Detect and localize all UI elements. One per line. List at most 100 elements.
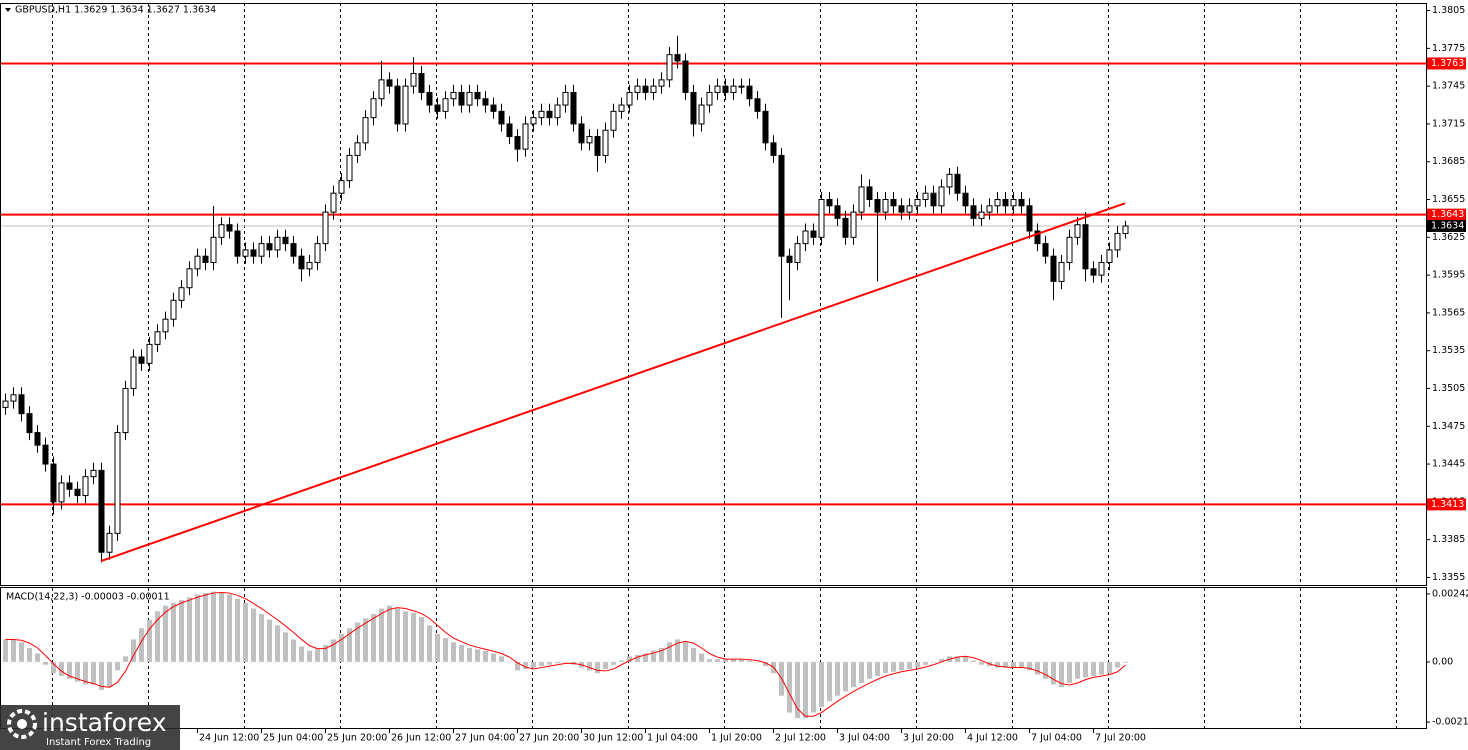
macd-bar [859,661,864,684]
candle-body [122,387,129,434]
candle-body [58,482,65,503]
candle-body [866,186,873,201]
candle-body [890,199,897,207]
macd-bar [51,661,56,674]
candle-body [898,205,905,213]
macd-bar [83,661,88,685]
macd-bar [939,659,944,662]
menu-triangle[interactable] [5,8,11,12]
level-label: 1.3413 [1431,499,1464,510]
macd-bar [1043,661,1048,679]
grid-layer [52,3,1397,728]
macd-bar [979,661,984,665]
candle-body [306,262,313,270]
macd-bar [227,594,232,662]
candle-body [666,54,673,81]
candle-body [506,123,513,138]
candle-body [618,104,625,112]
macd-bar [259,614,264,662]
candle-body [730,85,737,93]
macd-bar [347,628,352,662]
x-tick-label: 26 Jun 12:00 [391,733,451,744]
macd-bar [1011,661,1016,668]
candle-body [418,73,425,93]
y-tick-label: 1.3625 [1432,232,1465,243]
macd-bar [315,649,320,662]
candle-body [762,110,769,144]
candle-body [514,136,521,150]
macd-bar [251,608,256,662]
candle-body [354,142,361,156]
candle-body [482,98,489,106]
candle-body [1082,224,1089,270]
y-tick-label: 1.3685 [1432,156,1465,167]
candle-body [818,199,825,238]
macd-bar [499,656,504,662]
macd-bar [99,661,104,691]
candle-body [746,85,753,100]
candle-body [1090,268,1097,276]
macd-bar [379,608,384,662]
macd-bar [363,618,368,662]
candle-body [786,255,793,264]
candle-body [498,110,505,125]
x-tick-label: 7 Jul 04:00 [1031,733,1082,744]
macd-bar [187,597,192,662]
candle-body [986,205,993,213]
candle-body [802,230,809,245]
candle-body [946,173,953,188]
level-label-box [1427,208,1466,221]
candle-body [130,356,137,389]
candle-body [874,199,881,213]
candle-body [650,85,657,93]
level-label: 1.3763 [1431,58,1464,69]
macd-bar [219,593,224,662]
candle-body [2,400,9,408]
macd-bar [787,661,792,713]
x-tick-label: 27 Jun 04:00 [455,733,515,744]
macd-bar [331,639,336,662]
watermark-icon-core [17,719,27,729]
macd-bar [195,594,200,662]
candle-body [938,186,945,207]
macd-bar [547,661,552,665]
y-tick-label: 1.3805 [1432,5,1465,16]
candle-body [1122,225,1129,235]
axis-layer: 1.3805 1.3775 1.3745 1.3715 1.3685 1.3655 1.36… [197,5,1468,744]
y-tick-label: 1.3595 [1432,270,1465,281]
candle-body [1050,255,1057,282]
candle-body [570,91,577,125]
macd-bar [931,661,936,663]
candle-body [1026,205,1033,232]
macd-bar [483,650,488,662]
candle-body [922,192,929,201]
y-tick-label: 1.3475 [1432,421,1465,432]
candle-body [690,91,697,125]
candle-body [42,444,49,465]
macd-bar [395,608,400,662]
candle-body [66,482,73,490]
candle-body [250,249,257,257]
macd-bar [11,639,16,662]
candle-body [1114,233,1121,251]
macd-bar [835,661,840,696]
macd-bar [107,661,112,688]
candle-body [994,199,1001,207]
macd-bar [163,605,168,662]
candle-body [722,85,729,93]
macd-bar [403,611,408,662]
macd-y-tick-label: 0.00242 [1432,588,1468,599]
macd-bar [691,647,696,662]
macd-bar [475,649,480,662]
candle-body [474,91,481,100]
candle-body [642,85,649,93]
candle-body [842,217,849,238]
candle-body [394,85,401,125]
candle-body [26,413,33,434]
candle-body [226,224,233,232]
candle-body [882,199,889,213]
candle-body [162,318,169,333]
macd-bar [1099,661,1104,675]
candle-body [738,85,745,88]
